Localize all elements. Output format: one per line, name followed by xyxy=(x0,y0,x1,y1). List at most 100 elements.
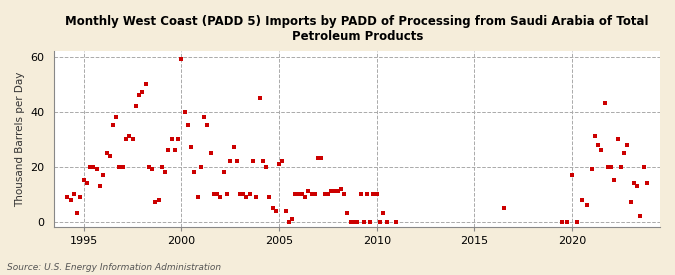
Point xyxy=(346,219,356,224)
Point xyxy=(589,134,600,139)
Point xyxy=(176,57,187,62)
Point xyxy=(98,173,109,177)
Text: Source: U.S. Energy Information Administration: Source: U.S. Energy Information Administ… xyxy=(7,263,221,272)
Point xyxy=(137,90,148,95)
Point xyxy=(329,189,340,194)
Point xyxy=(378,211,389,216)
Point xyxy=(296,192,307,196)
Point xyxy=(186,145,196,150)
Point xyxy=(362,192,373,196)
Point xyxy=(202,123,213,128)
Point xyxy=(189,170,200,174)
Point xyxy=(143,164,154,169)
Point xyxy=(576,197,587,202)
Point xyxy=(114,164,125,169)
Point xyxy=(391,219,402,224)
Point xyxy=(280,208,291,213)
Point xyxy=(215,195,226,199)
Point xyxy=(146,167,157,172)
Point xyxy=(69,192,80,196)
Point xyxy=(85,164,96,169)
Point xyxy=(124,134,134,139)
Point xyxy=(267,206,278,210)
Point xyxy=(271,208,281,213)
Point xyxy=(605,164,616,169)
Point xyxy=(323,192,333,196)
Point xyxy=(303,189,314,194)
Point xyxy=(358,219,369,224)
Point xyxy=(219,170,230,174)
Point xyxy=(166,137,177,141)
Point xyxy=(261,164,271,169)
Point xyxy=(180,109,190,114)
Point xyxy=(635,214,646,218)
Point xyxy=(257,159,268,163)
Point xyxy=(130,104,141,108)
Point xyxy=(241,195,252,199)
Point xyxy=(232,159,242,163)
Point xyxy=(153,197,164,202)
Point xyxy=(567,173,578,177)
Point xyxy=(157,164,167,169)
Title: Monthly West Coast (PADD 5) Imports by PADD of Processing from Saudi Arabia of T: Monthly West Coast (PADD 5) Imports by P… xyxy=(65,15,649,43)
Point xyxy=(134,93,144,97)
Point xyxy=(212,192,223,196)
Point xyxy=(368,192,379,196)
Point xyxy=(572,219,583,224)
Point xyxy=(498,206,509,210)
Point xyxy=(628,181,639,185)
Point xyxy=(316,156,327,161)
Point xyxy=(287,217,298,221)
Point xyxy=(91,167,102,172)
Point xyxy=(192,195,203,199)
Point xyxy=(616,164,626,169)
Point xyxy=(306,192,317,196)
Point xyxy=(339,192,350,196)
Point xyxy=(609,178,620,183)
Point xyxy=(160,170,171,174)
Point xyxy=(65,197,76,202)
Point xyxy=(140,82,151,86)
Point xyxy=(95,184,105,188)
Point xyxy=(313,156,323,161)
Point xyxy=(251,195,262,199)
Point xyxy=(332,189,343,194)
Point xyxy=(62,195,73,199)
Point xyxy=(273,162,284,166)
Point xyxy=(619,151,630,155)
Point xyxy=(82,181,92,185)
Point xyxy=(101,151,112,155)
Point xyxy=(127,137,138,141)
Point xyxy=(586,167,597,172)
Point xyxy=(326,189,337,194)
Point xyxy=(75,195,86,199)
Point xyxy=(254,96,265,100)
Point xyxy=(88,164,99,169)
Point xyxy=(381,219,392,224)
Point xyxy=(277,159,288,163)
Point xyxy=(375,219,385,224)
Point xyxy=(244,192,255,196)
Point xyxy=(228,145,239,150)
Point xyxy=(599,101,610,106)
Point xyxy=(603,164,614,169)
Point xyxy=(612,137,623,141)
Point xyxy=(593,142,603,147)
Point xyxy=(225,159,236,163)
Point xyxy=(319,192,330,196)
Point xyxy=(625,200,636,205)
Point xyxy=(235,192,246,196)
Point xyxy=(72,211,82,216)
Point xyxy=(238,192,248,196)
Point xyxy=(264,195,275,199)
Point xyxy=(342,211,353,216)
Point xyxy=(196,164,207,169)
Point xyxy=(182,123,193,128)
Y-axis label: Thousand Barrels per Day: Thousand Barrels per Day xyxy=(15,72,25,207)
Point xyxy=(309,192,320,196)
Point xyxy=(596,148,607,152)
Point xyxy=(169,148,180,152)
Point xyxy=(284,219,294,224)
Point xyxy=(581,203,592,207)
Point xyxy=(335,186,346,191)
